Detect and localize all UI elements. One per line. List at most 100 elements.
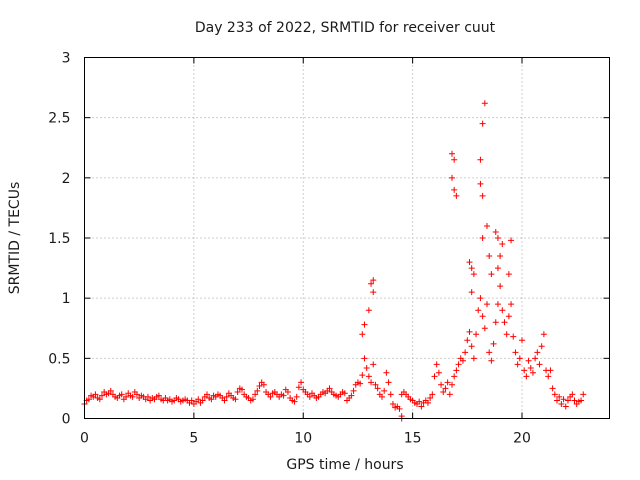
data-point: [298, 379, 305, 386]
data-point: [341, 390, 348, 397]
data-point: [488, 357, 495, 364]
x-tick-label: 15: [404, 431, 422, 447]
data-point: [363, 364, 370, 371]
data-point: [494, 235, 501, 241]
data-point: [370, 289, 377, 296]
data-point: [486, 349, 493, 356]
data-point: [490, 340, 497, 347]
data-point: [449, 381, 455, 388]
data-point: [571, 397, 578, 404]
data-point: [534, 349, 541, 356]
data-point: [370, 361, 377, 368]
data-point: [416, 398, 423, 405]
data-point: [479, 192, 486, 199]
data-point: [372, 381, 379, 388]
data-point: [449, 174, 455, 181]
data-point: [512, 349, 519, 356]
y-tick-label: 2.5: [48, 111, 70, 127]
y-tick-label: 0.5: [48, 351, 70, 367]
data-point: [529, 369, 536, 376]
data-point: [473, 331, 480, 338]
data-point: [365, 307, 372, 314]
data-point: [540, 331, 547, 338]
data-point: [284, 389, 291, 396]
data-point: [96, 396, 103, 403]
data-point: [223, 393, 230, 400]
data-point: [293, 393, 300, 400]
data-point: [499, 241, 506, 248]
data-point: [508, 301, 515, 308]
data-point: [453, 192, 460, 199]
data-point: [433, 361, 440, 368]
data-point: [368, 379, 375, 386]
data-point: [208, 396, 215, 403]
data-point: [188, 397, 195, 404]
data-point: [459, 357, 466, 364]
data-point: [521, 367, 528, 374]
data-point: [424, 399, 431, 406]
data-point: [291, 398, 298, 405]
data-point: [256, 383, 263, 390]
data-point: [451, 373, 458, 380]
data-point: [468, 343, 475, 350]
data-point: [232, 396, 239, 403]
y-tick-label: 3: [62, 51, 71, 67]
y-tick-label: 1.5: [48, 231, 70, 247]
data-point: [554, 397, 560, 404]
data-point: [252, 391, 259, 398]
data-point: [497, 283, 504, 290]
data-point: [368, 280, 375, 287]
data-point: [204, 391, 210, 398]
data-point: [514, 361, 521, 368]
data-point: [527, 364, 534, 371]
data-point: [569, 391, 576, 398]
data-point: [435, 369, 442, 376]
data-point: [468, 289, 475, 296]
data-point: [295, 384, 302, 391]
data-point: [516, 355, 523, 362]
data-point: [199, 397, 206, 404]
data-point: [381, 387, 388, 394]
data-point: [267, 393, 274, 400]
y-tick-label: 0: [62, 412, 71, 428]
data-point: [249, 396, 256, 403]
data-point: [479, 235, 486, 241]
data-point: [519, 337, 525, 344]
y-tick-label: 2: [62, 171, 71, 187]
data-point: [499, 307, 506, 314]
data-point: [494, 301, 501, 308]
data-point: [538, 343, 545, 350]
data-point: [383, 369, 390, 376]
y-axis-label: SRMTID / TECUs: [7, 182, 23, 295]
data-point: [481, 325, 488, 332]
data-point: [260, 381, 267, 388]
x-tick-label: 10: [294, 431, 312, 447]
data-point: [578, 397, 585, 404]
data-point: [387, 391, 394, 398]
data-point: [429, 391, 436, 398]
data-point: [505, 313, 512, 320]
data-point: [418, 403, 425, 410]
data-point: [453, 367, 460, 374]
data-point: [107, 387, 114, 394]
data-point: [479, 313, 486, 320]
data-point: [477, 295, 484, 302]
data-point: [462, 349, 469, 356]
data-point: [427, 395, 434, 402]
data-point: [123, 393, 130, 400]
x-axis-label: GPS time / hours: [286, 457, 403, 473]
x-tick-label: 20: [513, 431, 531, 447]
data-point: [562, 403, 569, 410]
data-point: [396, 405, 403, 412]
data-point: [440, 389, 447, 396]
data-point: [545, 373, 552, 380]
data-point: [468, 265, 475, 272]
data-point: [451, 156, 458, 163]
data-point: [195, 396, 202, 403]
data-point: [99, 392, 105, 399]
data-point: [549, 385, 556, 392]
data-points: [81, 100, 587, 422]
data-point: [558, 401, 565, 408]
data-point: [306, 393, 313, 400]
